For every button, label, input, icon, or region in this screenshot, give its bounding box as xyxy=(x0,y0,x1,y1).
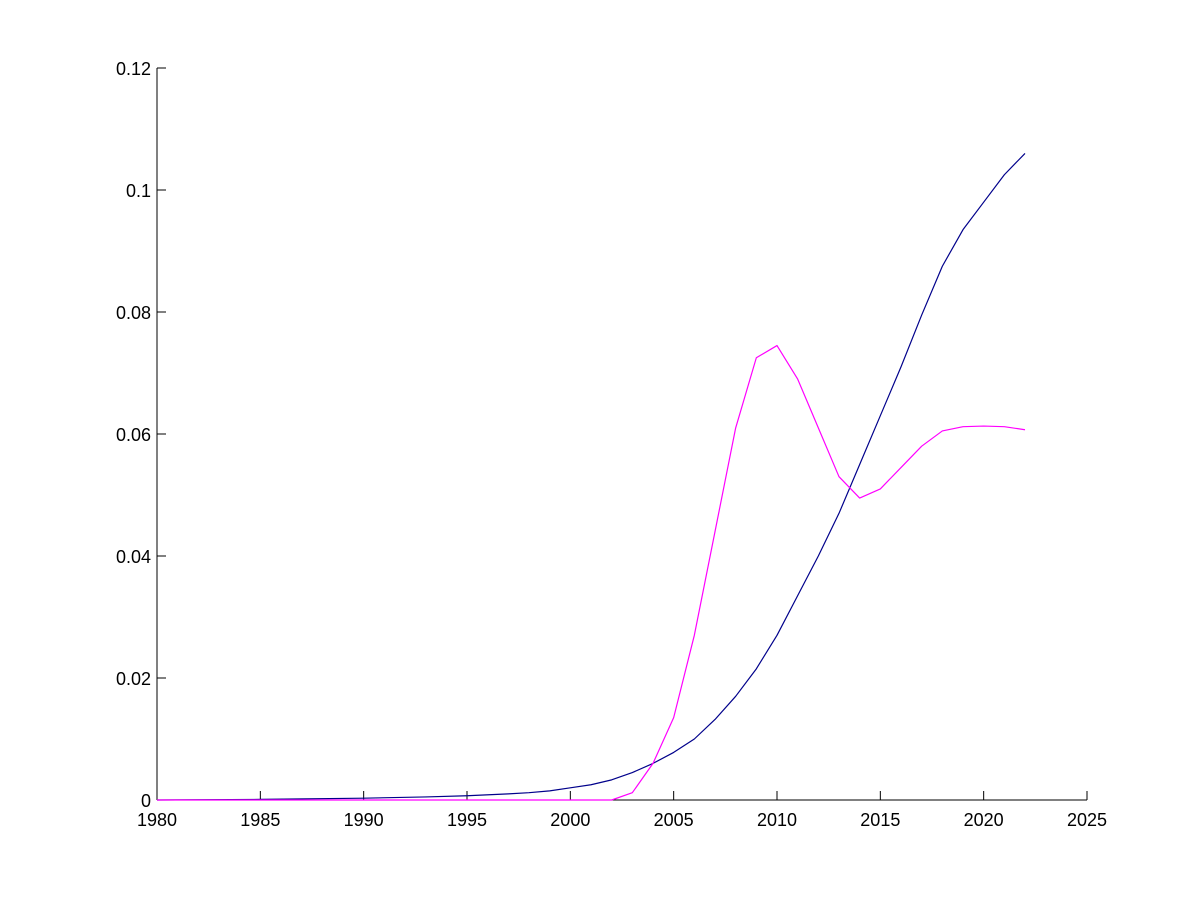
x-tick-label: 1985 xyxy=(240,810,280,830)
chart-axes: 1980 1985 1990 1995 2000 2005 2010 2015 2020 2025… xyxy=(116,59,1107,830)
x-tick-label: 1990 xyxy=(344,810,384,830)
series-line-1 xyxy=(156,152,1026,801)
y-tick-label: 0.12 xyxy=(116,59,151,79)
y-tick-label: 0.1 xyxy=(126,181,151,201)
y-tick-label: 0.02 xyxy=(116,669,151,689)
y-tick-label: 0.06 xyxy=(116,425,151,445)
series-line-2 xyxy=(157,344,1026,801)
y-tick-label: 0.08 xyxy=(116,303,151,323)
x-tick-label: 2015 xyxy=(860,810,900,830)
y-tick-label: 0 xyxy=(141,791,151,811)
x-tick-label: 1980 xyxy=(137,810,177,830)
x-tick-label: 2025 xyxy=(1067,810,1107,830)
y-tick-label: 0.04 xyxy=(116,547,151,567)
x-tick-label: 2005 xyxy=(654,810,694,830)
series-layer xyxy=(156,152,1026,801)
x-tick-label: 2010 xyxy=(757,810,797,830)
x-tick-label: 2000 xyxy=(550,810,590,830)
x-tick-label: 2020 xyxy=(964,810,1004,830)
x-tick-label: 1995 xyxy=(447,810,487,830)
